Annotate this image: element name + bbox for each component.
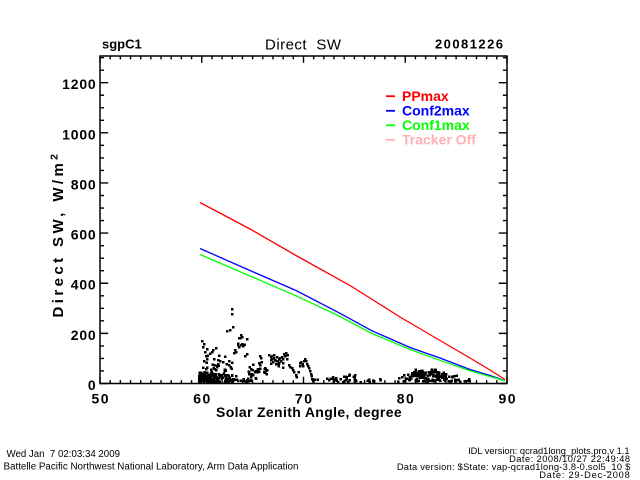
svg-text:Conf2max: Conf2max xyxy=(402,103,470,119)
svg-text:PPmax: PPmax xyxy=(402,88,449,104)
svg-text:Conf1max: Conf1max xyxy=(402,117,470,133)
svg-text:1000: 1000 xyxy=(62,126,96,142)
svg-text:20081226: 20081226 xyxy=(435,37,503,52)
svg-text:60: 60 xyxy=(193,391,212,407)
svg-text:Date: 29-Dec-2008: Date: 29-Dec-2008 xyxy=(539,470,630,480)
svg-text:Battelle Pacific Northwest Nat: Battelle Pacific Northwest National Labo… xyxy=(4,462,299,473)
svg-text:Direct SW, W/m2: Direct SW, W/m2 xyxy=(49,151,68,318)
svg-text:600: 600 xyxy=(71,227,97,243)
svg-text:IDL version: qcrad1long_plots.: IDL version: qcrad1long_plots.pro,v 1.1 xyxy=(468,446,629,456)
svg-text:200: 200 xyxy=(71,327,97,343)
svg-text:70: 70 xyxy=(295,391,314,407)
svg-text:0: 0 xyxy=(88,377,97,393)
svg-text:sgpC1: sgpC1 xyxy=(102,37,142,52)
svg-text:Wed Jan 7 02:03:34 2009: Wed Jan 7 02:03:34 2009 xyxy=(7,449,120,460)
svg-text:Data version: $State: vap-qcra: Data version: $State: vap-qcrad1long-3.8… xyxy=(397,462,631,472)
svg-text:1200: 1200 xyxy=(62,76,96,92)
svg-text:Tracker Off: Tracker Off xyxy=(402,132,476,148)
svg-text:Solar Zenith Angle, degree: Solar Zenith Angle, degree xyxy=(216,404,402,420)
svg-text:400: 400 xyxy=(71,277,97,293)
svg-text:Direct SW: Direct SW xyxy=(265,37,342,54)
svg-text:50: 50 xyxy=(92,391,111,407)
svg-text:90: 90 xyxy=(499,391,518,407)
svg-text:Date: 2008/10/27 22:49:48: Date: 2008/10/27 22:49:48 xyxy=(509,454,630,464)
svg-text:80: 80 xyxy=(397,391,416,407)
svg-text:800: 800 xyxy=(71,177,97,193)
